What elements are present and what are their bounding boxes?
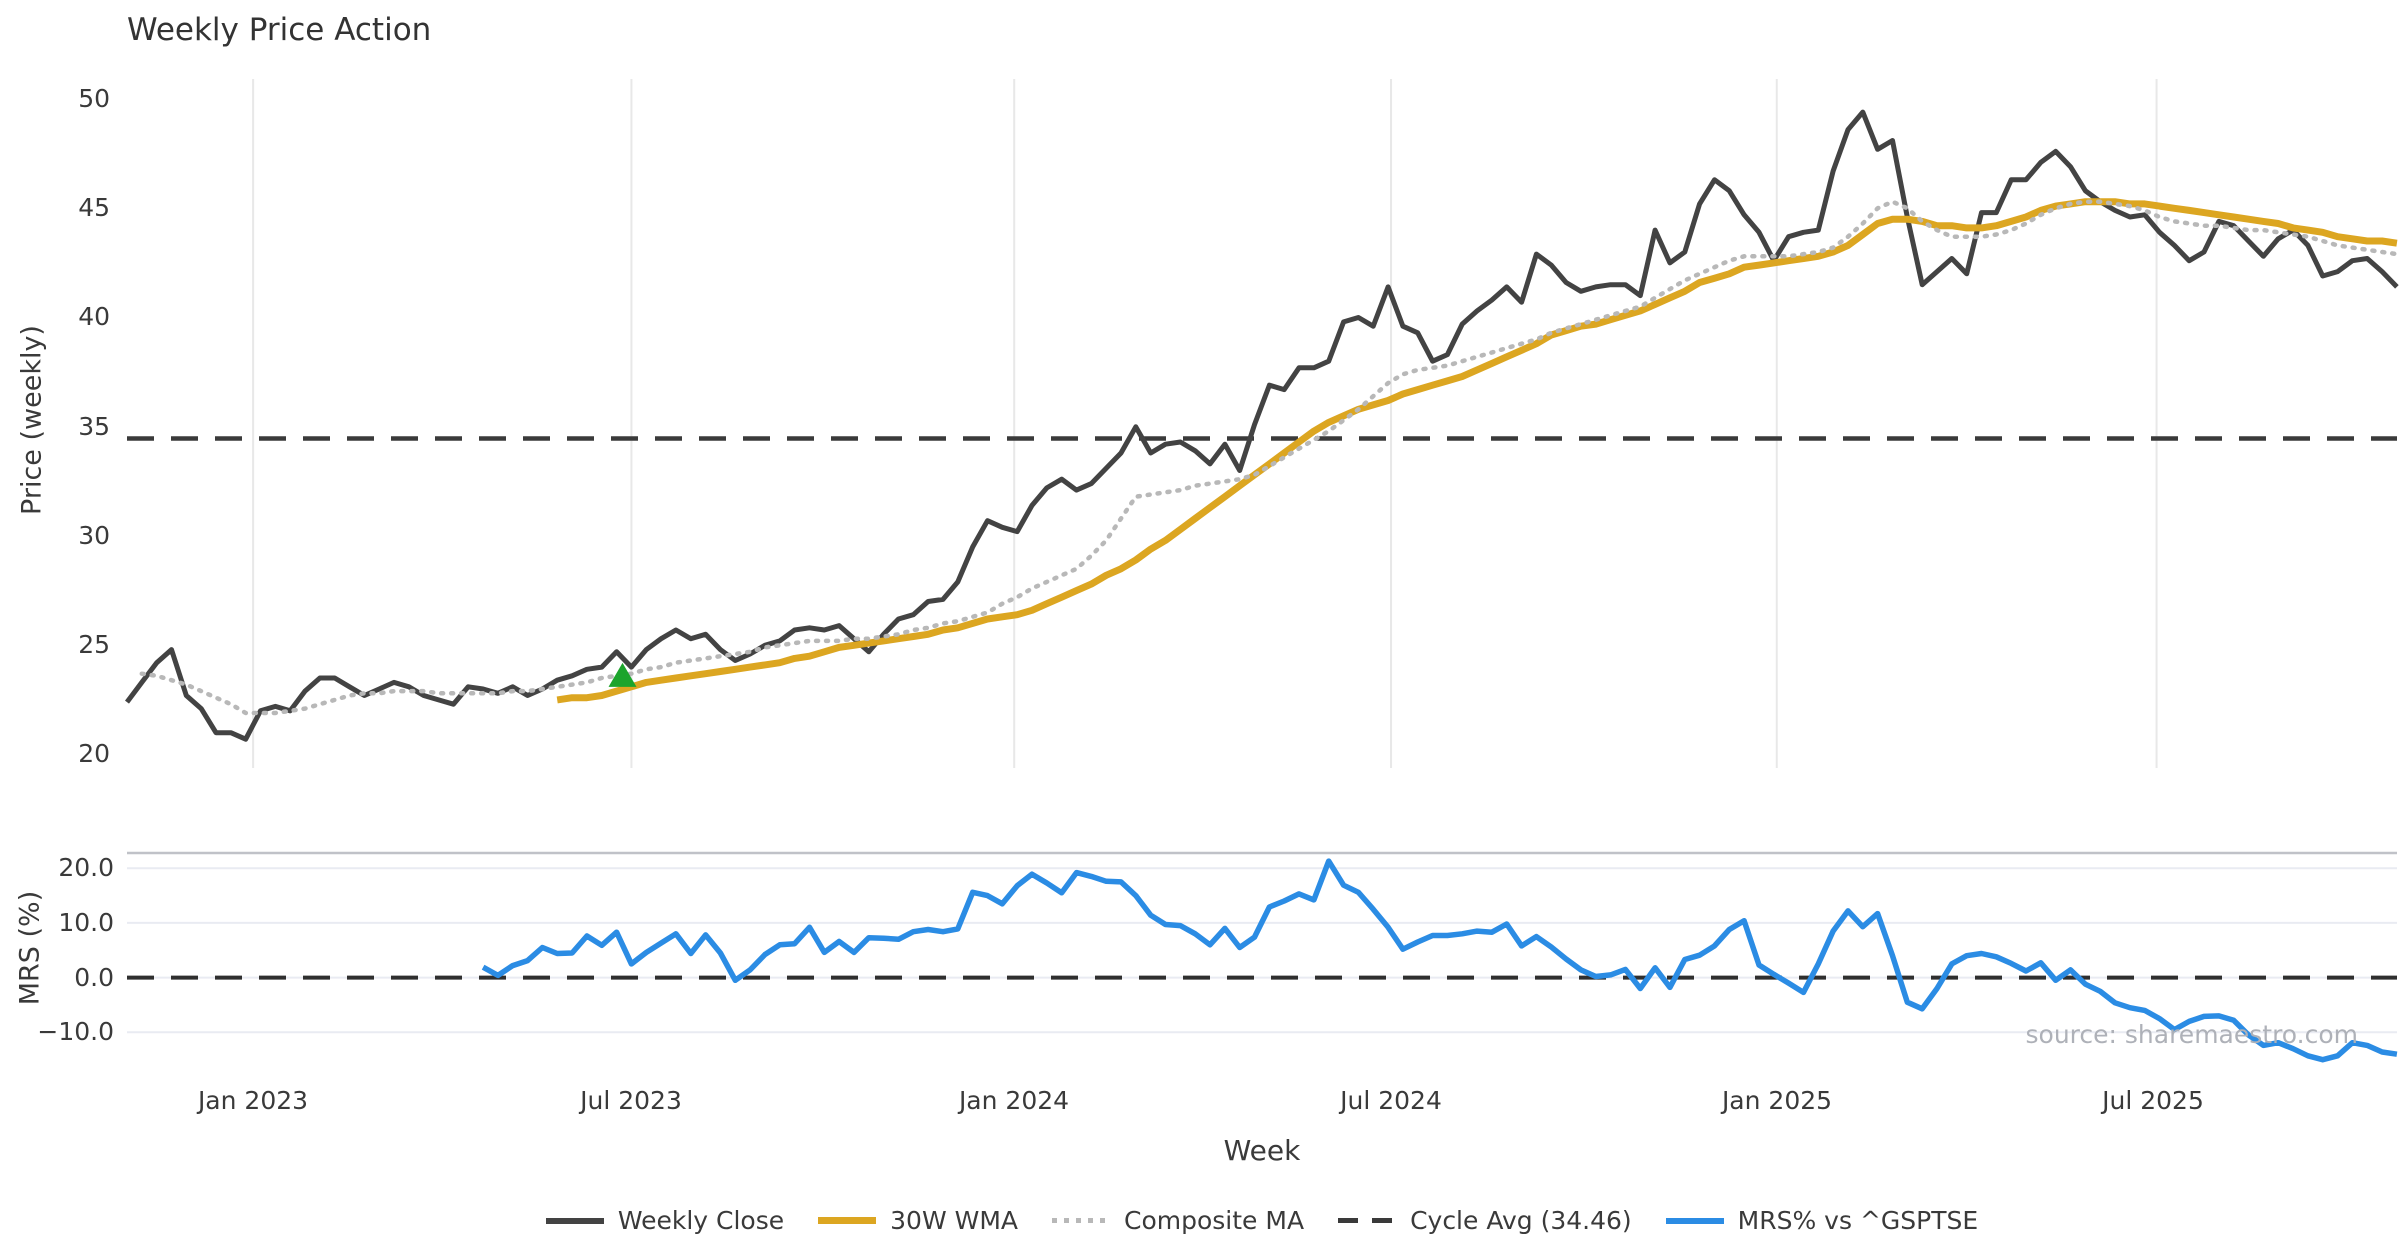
price-ytick-35: 35: [78, 412, 110, 441]
weekly-close-line-swatch: [545, 1217, 604, 1224]
price-ytick-20: 20: [78, 739, 110, 768]
xtick-jan-2024: Jan 2024: [958, 1086, 1070, 1115]
legend-label: MRS% vs ^GSPTSE: [1737, 1206, 1979, 1235]
wma-line-swatch: [818, 1217, 877, 1224]
xtick-jul-2023: Jul 2023: [580, 1086, 682, 1115]
legend-label: 30W WMA: [890, 1206, 1019, 1235]
xtick-jul-2025: Jul 2025: [2102, 1086, 2204, 1115]
mrs-ytick-10: 10.0: [58, 908, 114, 937]
legend-item-weekly-close: Weekly Close: [545, 1206, 785, 1235]
legend-item-cycle-avg: Cycle Avg (34.46): [1338, 1206, 1632, 1235]
mrs-axis-label: MRS (%): [14, 890, 46, 1006]
legend-label: Composite MA: [1124, 1206, 1305, 1235]
chart-title: Weekly Price Action: [127, 12, 432, 48]
cycle-avg-line-swatch: [1338, 1218, 1397, 1223]
price-ytick-30: 30: [78, 521, 110, 550]
xtick-jan-2025: Jan 2025: [1721, 1086, 1833, 1115]
legend-label: Cycle Avg (34.46): [1410, 1206, 1632, 1235]
legend-item-30w-wma: 30W WMA: [818, 1206, 1018, 1235]
legend-item-mrs: MRS% vs ^GSPTSE: [1665, 1206, 1979, 1235]
price-ytick-45: 45: [78, 193, 110, 222]
xtick-jan-2023: Jan 2023: [197, 1086, 309, 1115]
price-axis-label: Price (weekly): [16, 325, 48, 515]
legend-label: Weekly Close: [617, 1206, 785, 1235]
chart-legend: Weekly Close 30W WMA Composite MA Cycle …: [127, 1206, 2397, 1235]
price-ytick-50: 50: [78, 84, 110, 113]
x-axis-label: Week: [1223, 1134, 1301, 1167]
source-watermark: source: sharemaestro.com: [2025, 1020, 2359, 1049]
price-ytick-40: 40: [78, 302, 110, 331]
mrs-line-swatch: [1665, 1217, 1724, 1224]
legend-item-composite-ma: Composite MA: [1052, 1206, 1304, 1235]
mrs-ytick-20: 20.0: [58, 853, 114, 882]
price-ytick-25: 25: [78, 630, 110, 659]
mrs-ytick-neg10: −10.0: [37, 1017, 114, 1046]
composite-ma-line-swatch: [1052, 1218, 1111, 1223]
mrs-ytick-0: 0.0: [74, 963, 114, 992]
xtick-jul-2024: Jul 2024: [1340, 1086, 1442, 1115]
